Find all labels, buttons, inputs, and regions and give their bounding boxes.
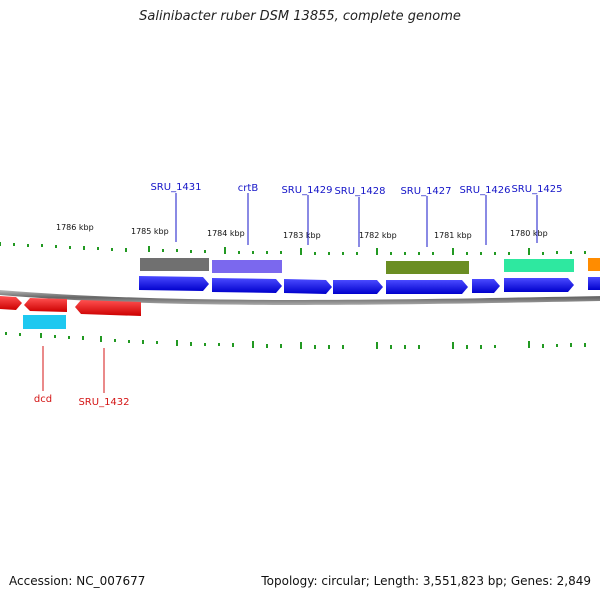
ruler-label: 1782 kbp: [359, 231, 397, 240]
gene-label-sru-1432[interactable]: SRU_1432: [78, 397, 129, 408]
ruler-label: 1780 kbp: [510, 229, 548, 238]
cog-bar-gray[interactable]: [140, 258, 209, 271]
gene-arrow-next[interactable]: [588, 277, 600, 290]
genome-title: Salinibacter ruber DSM 13855, complete g…: [139, 9, 461, 24]
inner-tick-ring: [5, 332, 586, 349]
gene-label-sru-1425[interactable]: SRU_1425: [511, 184, 562, 195]
cog-bar-slate[interactable]: [212, 260, 282, 273]
gene-label-crtb[interactable]: crtB: [238, 183, 259, 194]
ruler-label: 1783 kbp: [283, 231, 321, 240]
gene-arrow-sru-1428[interactable]: [333, 280, 383, 294]
ruler-label: 1786 kbp: [56, 223, 94, 232]
reverse-gene-track: [0, 296, 141, 316]
gene-arrow-left-partial[interactable]: [0, 296, 22, 310]
gene-arrow-sru-1425[interactable]: [504, 278, 574, 292]
bottom-leader-lines: [42, 346, 105, 393]
gene-arrow-sru-1427[interactable]: [386, 280, 468, 294]
accession-text: Accession: NC_007677: [9, 574, 146, 588]
gene-label-dcd[interactable]: dcd: [34, 394, 52, 405]
cog-bar-orange[interactable]: [588, 258, 600, 271]
outer-tick-ring: [0, 242, 586, 255]
forward-gene-track: [139, 276, 600, 294]
cog-bar-teal[interactable]: [504, 259, 574, 272]
gene-arrow-crtb[interactable]: [212, 278, 282, 293]
ruler-label: 1785 kbp: [131, 227, 169, 236]
gene-arrow-dcd[interactable]: [24, 298, 67, 312]
gene-label-sru-1426[interactable]: SRU_1426: [459, 185, 510, 196]
cog-bar-olive[interactable]: [386, 261, 469, 274]
cog-bar-cyan[interactable]: [23, 315, 66, 329]
gene-label-sru-1427[interactable]: SRU_1427: [400, 186, 451, 197]
genome-backbone: [0, 290, 600, 305]
gene-label-sru-1431[interactable]: SRU_1431: [150, 182, 201, 193]
gene-label-sru-1429[interactable]: SRU_1429: [281, 185, 332, 196]
gene-arrow-sru-1432[interactable]: [75, 300, 141, 316]
top-leader-lines: [175, 193, 538, 247]
genome-summary-text: Topology: circular; Length: 3,551,823 bp…: [261, 574, 591, 588]
gene-label-sru-1428[interactable]: SRU_1428: [334, 186, 385, 197]
cog-track-forward: [140, 258, 600, 274]
ruler-label: 1781 kbp: [434, 231, 472, 240]
gene-arrow-sru-1429[interactable]: [284, 279, 332, 294]
ruler-label: 1784 kbp: [207, 229, 245, 238]
gene-arrow-sru-1431[interactable]: [139, 276, 209, 291]
gene-arrow-sru-1426[interactable]: [472, 279, 500, 293]
